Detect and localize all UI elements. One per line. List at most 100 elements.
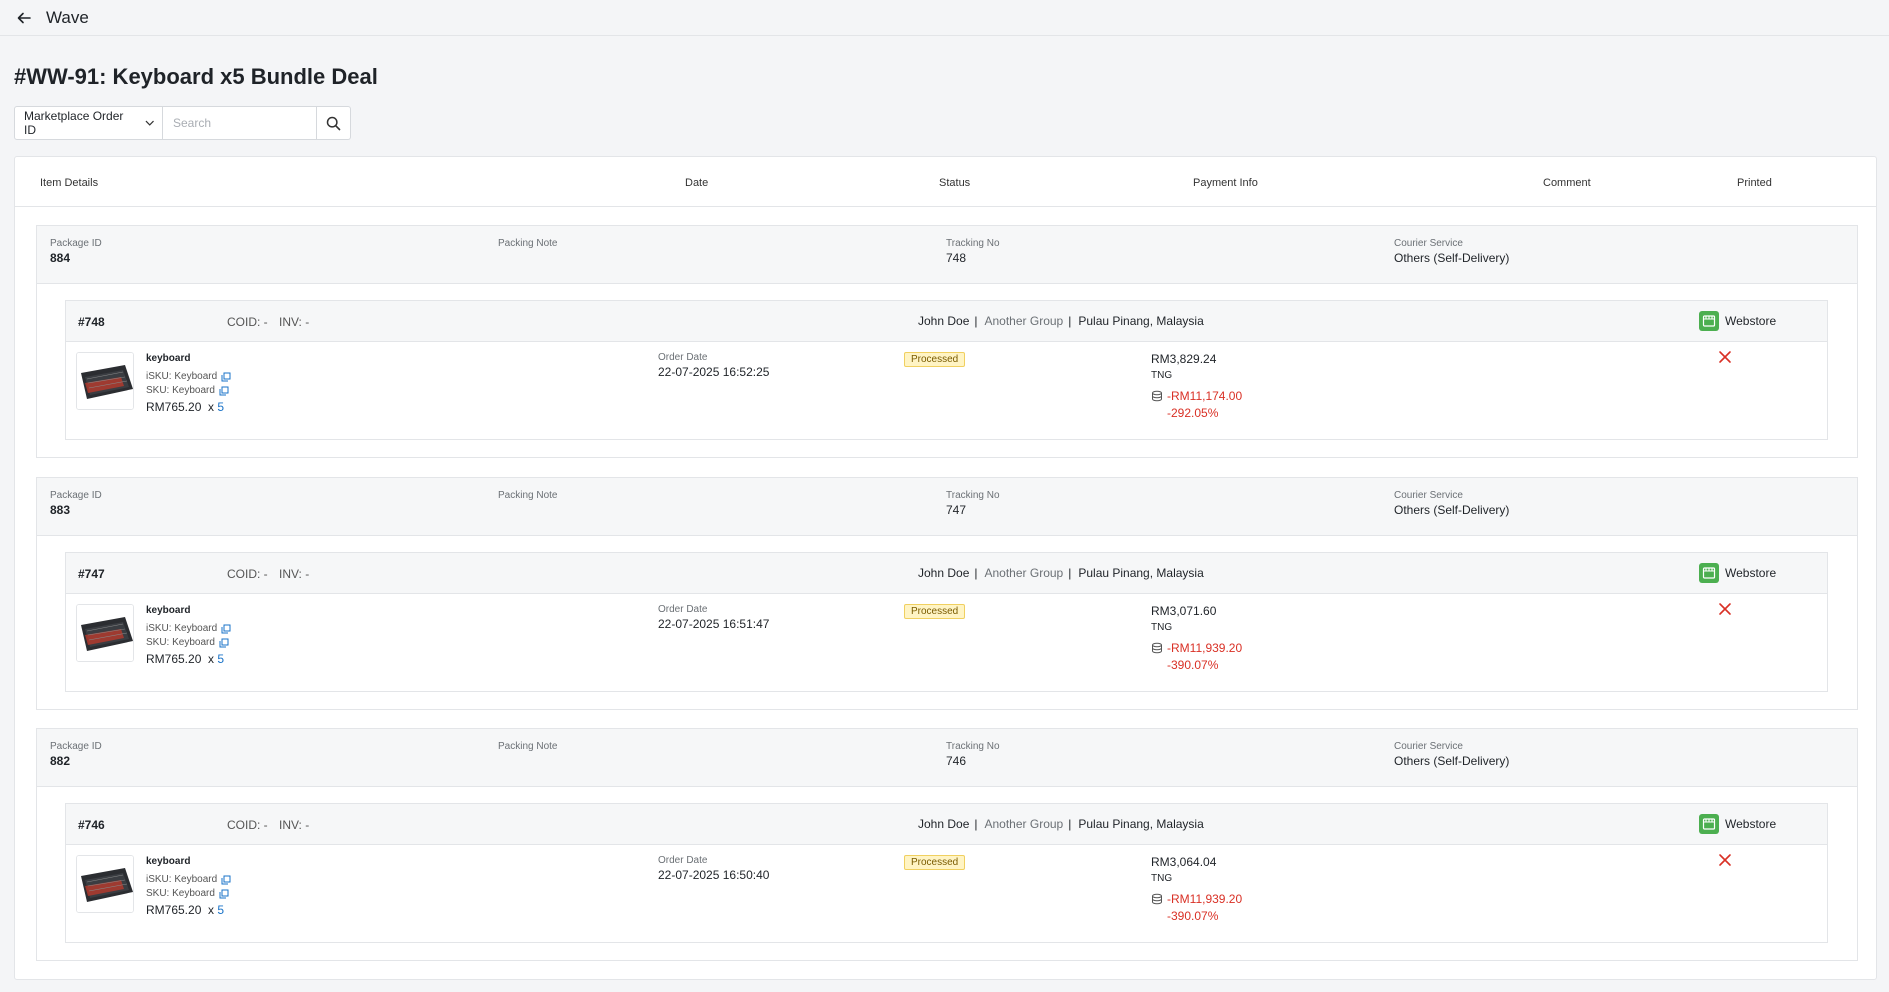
product-name: keyboard xyxy=(146,353,191,364)
inv: INV: - xyxy=(279,818,310,832)
product-image xyxy=(76,352,134,410)
search-filter-select[interactable]: Marketplace Order ID xyxy=(14,106,163,140)
order-date: Order Date 22-07-2025 16:50:40 xyxy=(658,855,769,882)
order-id[interactable]: #748 xyxy=(78,315,105,329)
payment-method: TNG xyxy=(1151,622,1173,633)
package-id-label: Package ID xyxy=(50,238,102,249)
profit-amount: -RM11,939.20 xyxy=(1167,892,1243,906)
courier-service-label: Courier Service xyxy=(1394,238,1463,249)
price-qty: RM765.20 x 5 xyxy=(146,652,225,666)
profit-amount: -RM11,939.20 xyxy=(1167,641,1243,655)
profit-amount: -RM11,174.00 xyxy=(1167,389,1243,403)
search-button[interactable] xyxy=(317,106,351,140)
order-card: #748 COID: - INV: - John Doe | Another Gro… xyxy=(65,300,1828,440)
sku-row: SKU: Keyboard xyxy=(146,385,229,396)
package-header: Package ID 884 Packing Note Tracking No 74… xyxy=(37,226,1857,284)
unit-price: RM765.20 xyxy=(146,903,202,917)
col-comment: Comment xyxy=(1543,177,1591,189)
order-date-label: Order Date xyxy=(658,604,708,615)
customer-info: John Doe | Another Group | Pulau Pinang, Mal… xyxy=(918,817,1204,831)
customer-location: Pulau Pinang, Malaysia xyxy=(1078,314,1204,328)
table-header: Item Details Date Status Payment Info Co… xyxy=(15,157,1876,207)
payment-method: TNG xyxy=(1151,873,1173,884)
order-header: #748 COID: - INV: - John Doe | Another Gro… xyxy=(66,301,1827,342)
back-arrow-icon[interactable] xyxy=(14,8,34,28)
search-input[interactable] xyxy=(163,106,317,140)
col-date: Date xyxy=(685,177,709,189)
order-header: #746 COID: - INV: - John Doe | Another Gro… xyxy=(66,804,1827,845)
isku-row: iSKU: Keyboard xyxy=(146,371,231,382)
col-payment-info: Payment Info xyxy=(1193,177,1258,189)
payment-info: RM3,829.24 TNG -RM11,174.00 -292.05% xyxy=(1151,352,1242,420)
store-name: Webstore xyxy=(1725,314,1777,328)
payment-info: RM3,071.60 TNG -RM11,939.20 -390.07% xyxy=(1151,604,1242,672)
not-printed-x-icon xyxy=(1719,603,1731,615)
inv: INV: - xyxy=(279,315,310,329)
unit-price: RM765.20 xyxy=(146,400,202,414)
inv: INV: - xyxy=(279,567,310,581)
order-id[interactable]: #747 xyxy=(78,567,105,581)
search-filter-label: Marketplace Order ID xyxy=(24,109,124,137)
copy-icon[interactable] xyxy=(219,386,229,396)
order-body: keyboard iSKU: Keyboard SKU: Keyboard RM… xyxy=(66,342,1827,440)
quantity: 5 xyxy=(217,903,225,917)
col-printed: Printed xyxy=(1737,177,1772,189)
customer-location: Pulau Pinang, Malaysia xyxy=(1078,566,1204,580)
payment-method: TNG xyxy=(1151,370,1173,381)
payment-info: RM3,064.04 TNG -RM11,939.20 -390.07% xyxy=(1151,855,1242,923)
profit-percent: -390.07% xyxy=(1167,658,1219,672)
store-icon xyxy=(1699,563,1719,583)
sku: SKU: Keyboard xyxy=(146,637,215,648)
order-id[interactable]: #746 xyxy=(78,818,105,832)
order-body: keyboard iSKU: Keyboard SKU: Keyboard RM… xyxy=(66,845,1827,943)
tracking-no-label: Tracking No xyxy=(946,741,1000,752)
copy-icon[interactable] xyxy=(219,638,229,648)
status-badge: Processed xyxy=(904,604,966,619)
courier-service-value: Others (Self-Delivery) xyxy=(1394,503,1510,517)
courier-service-value: Others (Self-Delivery) xyxy=(1394,251,1510,265)
customer-group: Another Group xyxy=(984,566,1064,580)
customer-info: John Doe | Another Group | Pulau Pinang, Mal… xyxy=(918,314,1204,328)
copy-icon[interactable] xyxy=(221,624,231,634)
sku: SKU: Keyboard xyxy=(146,888,215,899)
coins-icon xyxy=(1152,642,1162,654)
copy-icon[interactable] xyxy=(221,875,231,885)
package-id-label: Package ID xyxy=(50,490,102,501)
copy-icon[interactable] xyxy=(221,372,231,382)
quantity: 5 xyxy=(217,400,225,414)
isku-row: iSKU: Keyboard xyxy=(146,874,231,885)
orders-table: Item Details Date Status Payment Info Co… xyxy=(14,156,1877,980)
package-row: Package ID 882 Packing Note Tracking No 74… xyxy=(36,728,1858,961)
package-header: Package ID 883 Packing Note Tracking No 74… xyxy=(37,478,1857,536)
product-name: keyboard xyxy=(146,605,191,616)
coins-icon xyxy=(1152,390,1162,402)
packing-note-label: Packing Note xyxy=(498,490,558,501)
order-date-value: 22-07-2025 16:51:47 xyxy=(658,617,770,631)
customer-name: John Doe xyxy=(918,817,970,831)
order-date-value: 22-07-2025 16:52:25 xyxy=(658,365,770,379)
courier-service-label: Courier Service xyxy=(1394,741,1463,752)
profit-row: -RM11,939.20 xyxy=(1151,641,1242,655)
chevron-down-icon xyxy=(145,120,154,126)
order-card: #746 COID: - INV: - John Doe | Another Gro… xyxy=(65,803,1828,943)
quantity: 5 xyxy=(217,652,225,666)
order-date-label: Order Date xyxy=(658,352,708,363)
package-id-value: 882 xyxy=(50,754,71,768)
coid: COID: - xyxy=(227,818,268,832)
top-bar: Wave xyxy=(0,0,1889,36)
price-qty: RM765.20 x 5 xyxy=(146,400,225,414)
copy-icon[interactable] xyxy=(219,889,229,899)
isku: iSKU: Keyboard xyxy=(146,874,218,885)
package-id-value: 884 xyxy=(50,251,71,265)
unit-price: RM765.20 xyxy=(146,652,202,666)
store-icon xyxy=(1699,311,1719,331)
package-id-label: Package ID xyxy=(50,741,102,752)
status-badge: Processed xyxy=(904,352,966,367)
courier-service-label: Courier Service xyxy=(1394,490,1463,501)
package-row: Package ID 884 Packing Note Tracking No 74… xyxy=(36,225,1858,458)
profit-row: -RM11,174.00 xyxy=(1151,389,1242,403)
coins-icon xyxy=(1152,893,1162,905)
tracking-no-label: Tracking No xyxy=(946,238,1000,249)
isku: iSKU: Keyboard xyxy=(146,371,218,382)
package-header: Package ID 882 Packing Note Tracking No 74… xyxy=(37,729,1857,787)
